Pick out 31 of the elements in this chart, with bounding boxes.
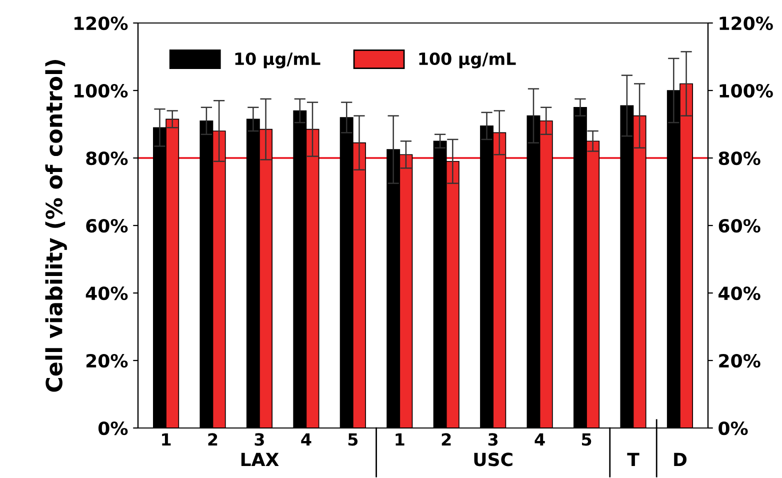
- y2-tick-label: 40%: [718, 286, 760, 300]
- x-tick-label: 4: [301, 433, 312, 446]
- x-tick-label: 4: [534, 433, 545, 446]
- y-axis-title: Cell viability (% of control): [45, 60, 67, 392]
- legend-label: 10 μg/mL: [235, 52, 320, 68]
- legend-label: 100 μg/mL: [419, 52, 516, 68]
- x-tick-label: 1: [396, 433, 404, 446]
- y-tick-label: 80%: [86, 151, 128, 166]
- x-tick-label: 5: [582, 433, 592, 446]
- x-tick-label: 3: [488, 433, 498, 446]
- x-tick-label: 2: [208, 433, 218, 446]
- text: LAX: [241, 452, 279, 466]
- y2-tick-label: 0%: [718, 421, 748, 436]
- y-tick-label: 0%: [98, 421, 128, 436]
- y2-tick-label: 120%: [720, 16, 773, 30]
- x-tick-label: 1: [162, 433, 171, 446]
- y2-tick-label: 100%: [720, 84, 773, 98]
- y-tick-label: 120%: [74, 16, 128, 30]
- x-tick-label: D: [674, 452, 687, 466]
- y-tick-label: 60%: [86, 218, 128, 233]
- x-tick-label: 3: [254, 433, 264, 446]
- text: USC: [474, 452, 512, 466]
- y-tick-label: 20%: [86, 354, 128, 368]
- y2-tick-label: 60%: [718, 218, 760, 233]
- x-tick-label: 2: [442, 433, 451, 446]
- y2-tick-label: 20%: [719, 354, 760, 368]
- x-tick-label: 5: [348, 433, 358, 446]
- y-tick-label: 100%: [74, 84, 128, 98]
- y-tick-label: 40%: [86, 286, 128, 300]
- x-tick-label: T: [627, 452, 640, 466]
- y2-tick-label: 80%: [718, 151, 760, 166]
